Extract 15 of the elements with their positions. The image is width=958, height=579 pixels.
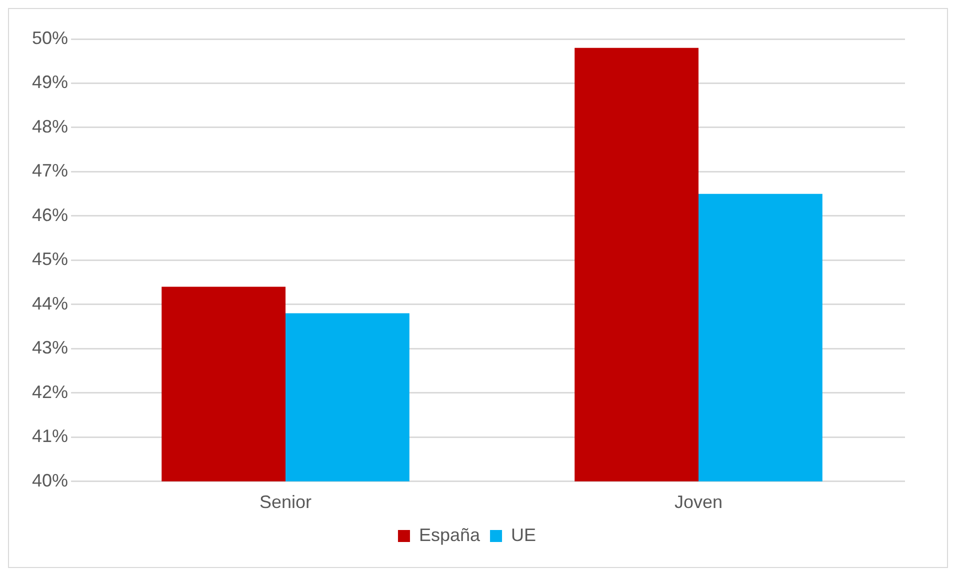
y-tick-label: 49% (32, 72, 68, 92)
legend-label: UE (511, 524, 536, 545)
y-tick-label: 40% (32, 470, 68, 490)
y-tick-label: 42% (32, 382, 68, 402)
y-tick-label: 47% (32, 160, 68, 181)
y-tick-label: 44% (32, 293, 68, 314)
y-tick-label: 46% (32, 204, 68, 225)
y-tick-label: 41% (32, 426, 68, 446)
legend-label: España (418, 524, 482, 545)
x-tick-label: Senior (260, 492, 312, 512)
y-tick-label: 50% (32, 28, 68, 48)
y-tick-label: 43% (32, 338, 68, 358)
x-tick-label: Joven (674, 492, 723, 512)
y-tick-label: 48% (32, 116, 68, 136)
y-tick-label: 45% (32, 249, 68, 270)
